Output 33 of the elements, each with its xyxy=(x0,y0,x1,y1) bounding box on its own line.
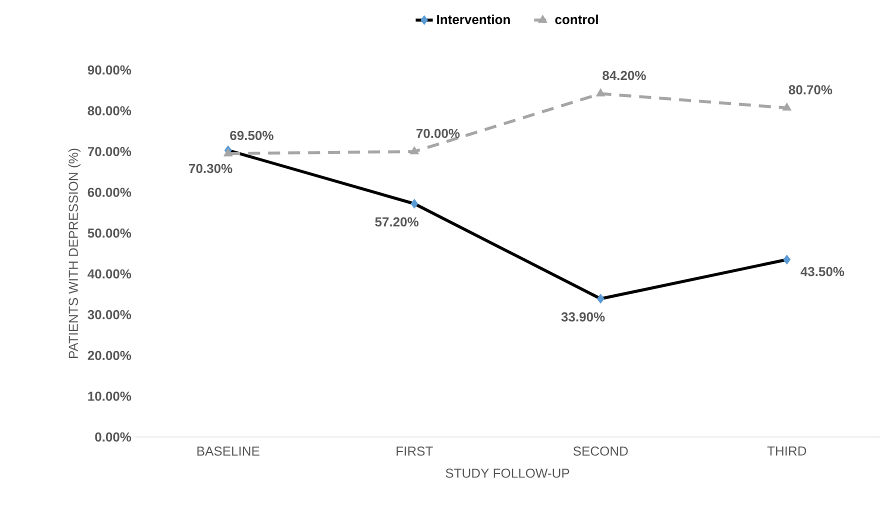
point xyxy=(410,199,418,208)
legend-label: control xyxy=(555,14,598,24)
x-tick-label: SECOND xyxy=(573,446,628,456)
point xyxy=(410,146,419,154)
y-tick-label: 30.00% xyxy=(88,310,132,320)
y-tick-label: 80.00% xyxy=(88,106,132,116)
point xyxy=(783,254,791,264)
y-axis-title: PATIENTS WITH DEPRESSION (%) xyxy=(68,148,81,358)
x-tick-label: FIRST xyxy=(396,446,433,456)
y-tick-label: 50.00% xyxy=(88,228,132,238)
data-label: 70.00% xyxy=(416,128,460,138)
point xyxy=(782,102,792,111)
y-tick-label: 70.00% xyxy=(88,146,132,156)
data-label: 43.50% xyxy=(800,267,844,276)
y-tick-label: 0.00% xyxy=(95,432,132,442)
y-tick-label: 10.00% xyxy=(88,392,132,401)
x-axis-title: STUDY FOLLOW-UP xyxy=(446,468,570,478)
data-label: 84.20% xyxy=(602,70,646,80)
data-label: 33.90% xyxy=(561,312,605,322)
point xyxy=(596,88,606,96)
data-label: 69.50% xyxy=(230,130,274,140)
x-tick-label: THIRD xyxy=(767,446,806,456)
y-tick-label: 20.00% xyxy=(88,350,132,360)
x-tick-label: BASELINE xyxy=(197,446,260,456)
point xyxy=(597,294,604,304)
data-label: 80.70% xyxy=(788,85,832,94)
data-label: 57.20% xyxy=(375,217,418,226)
y-tick-label: 60.00% xyxy=(88,188,132,197)
data-label: 70.30% xyxy=(189,164,232,174)
y-tick-label: 90.00% xyxy=(88,65,132,75)
point xyxy=(224,148,233,156)
y-tick-label: 40.00% xyxy=(88,269,132,278)
legend-label: Intervention xyxy=(437,14,510,24)
